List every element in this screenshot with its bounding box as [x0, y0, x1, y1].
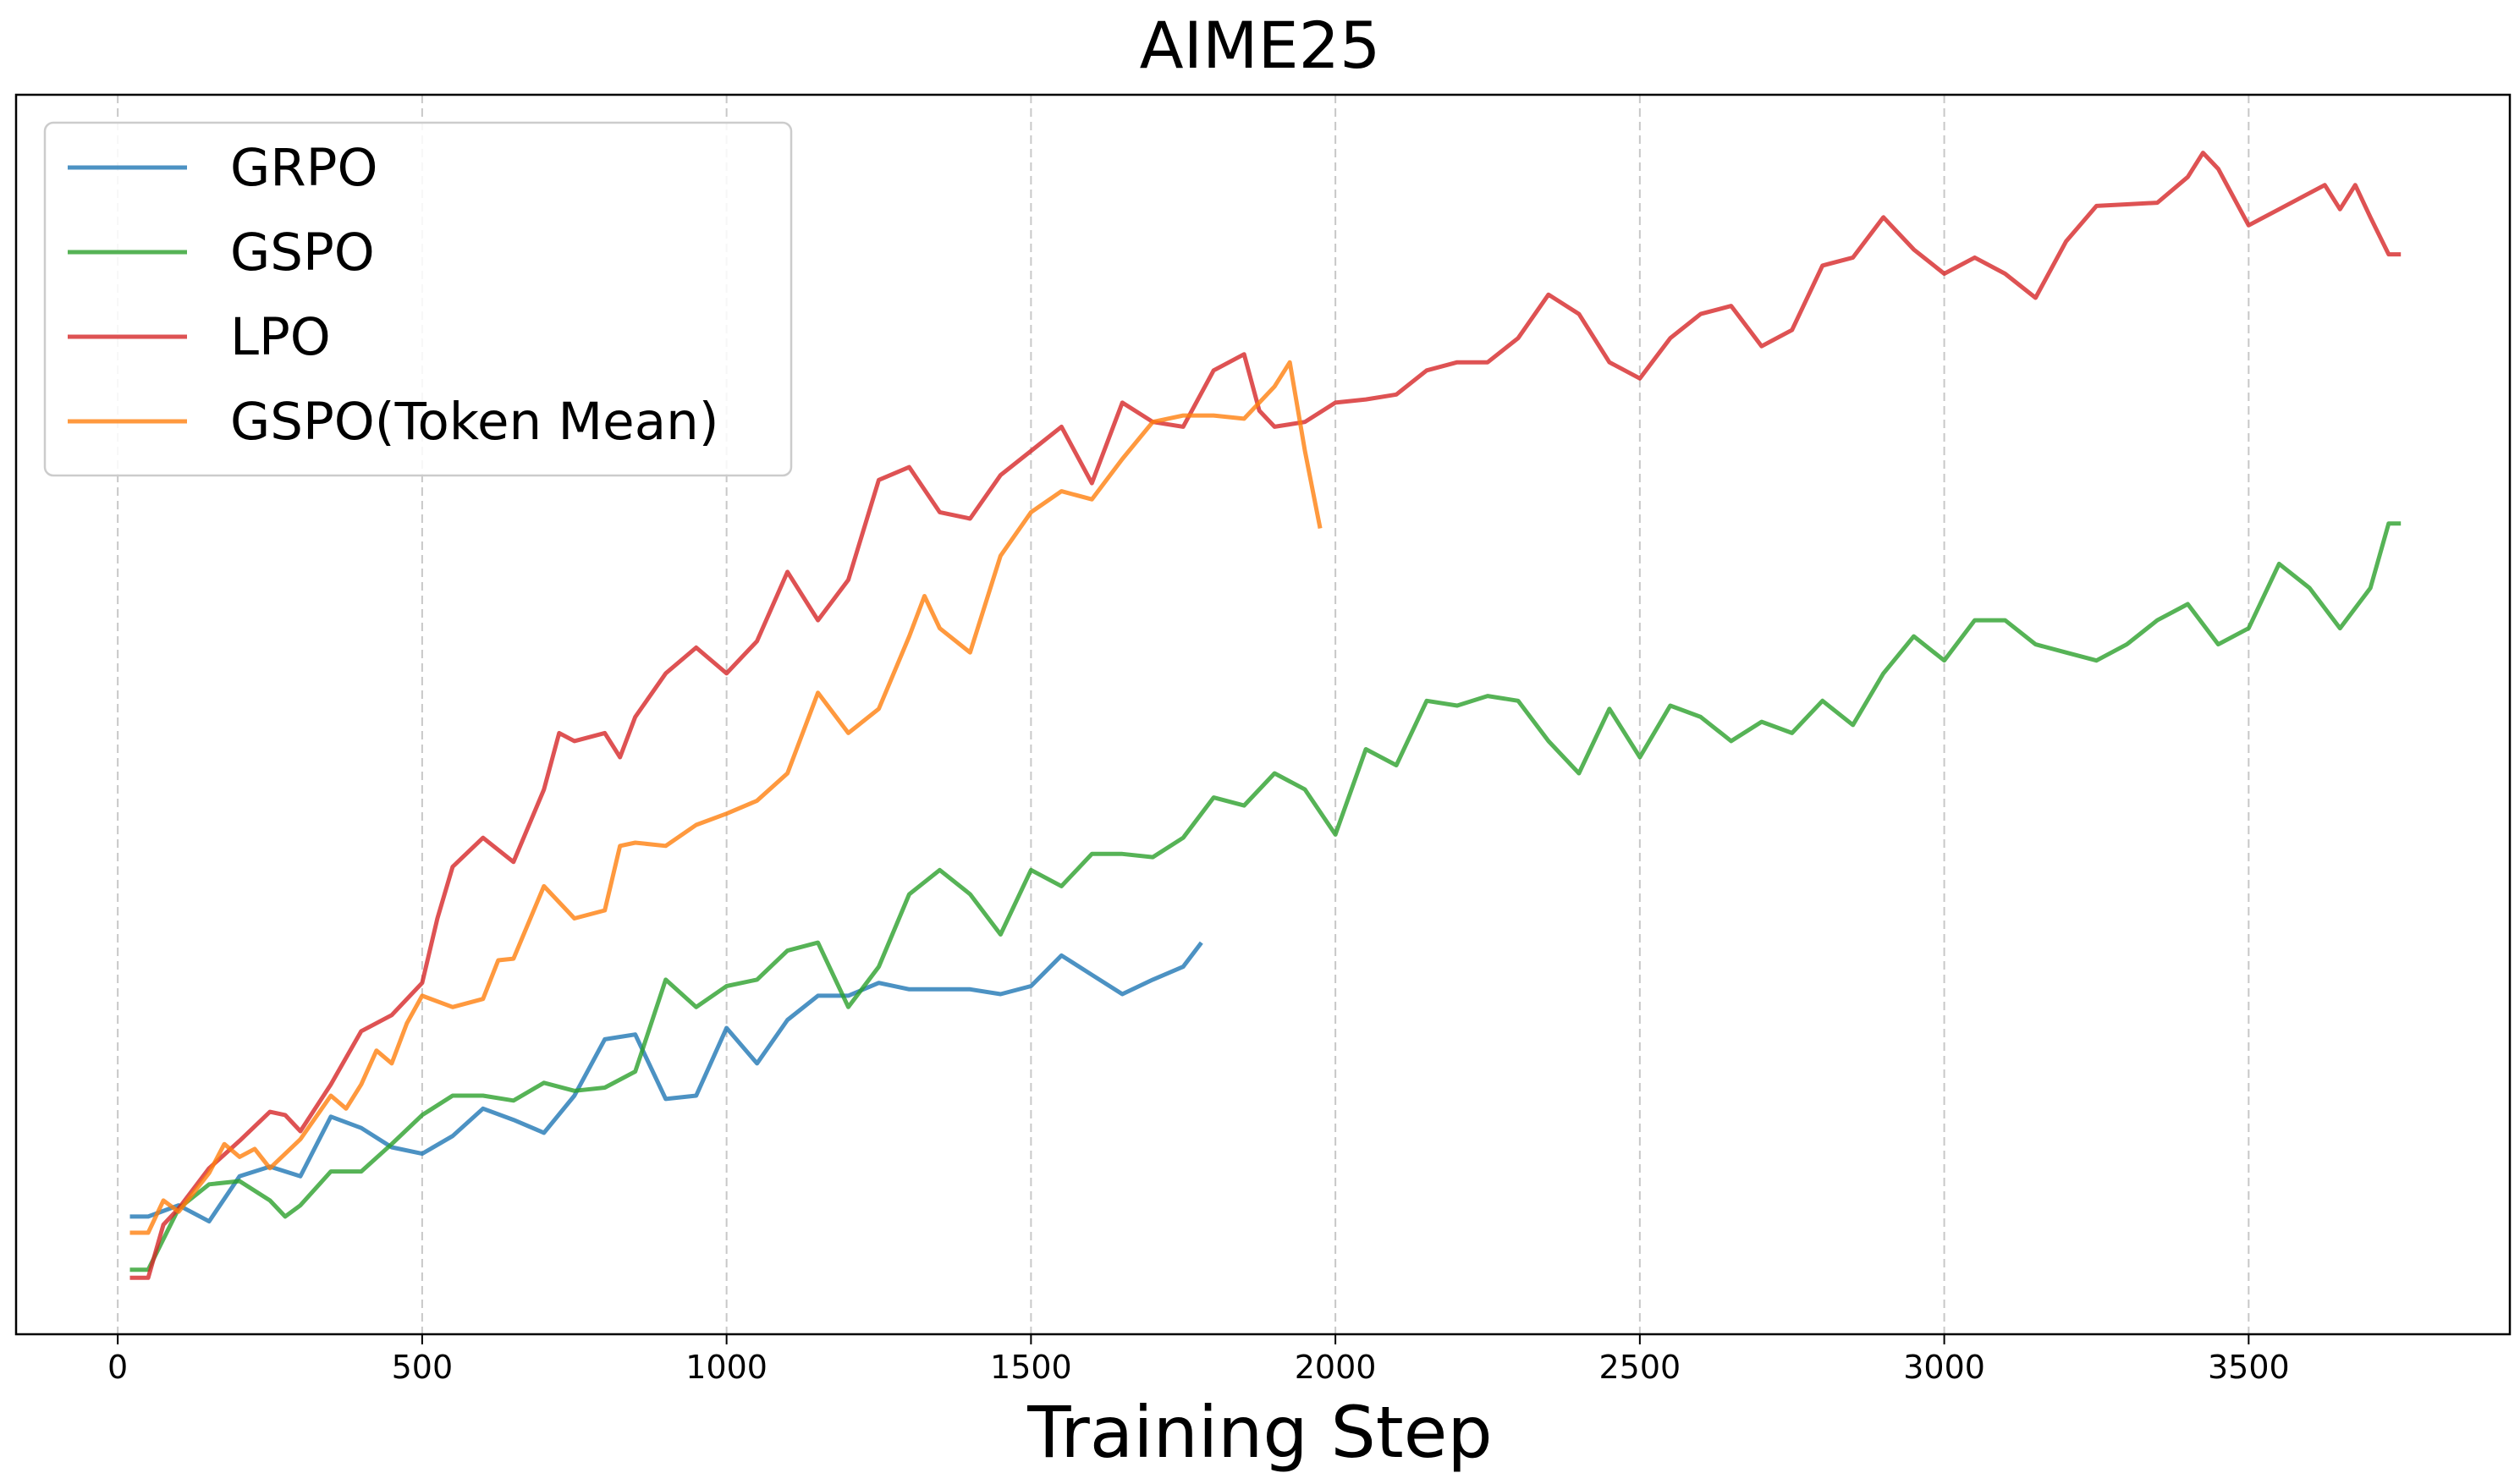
series-lines	[129, 151, 2402, 1280]
legend-label: LPO	[230, 307, 331, 367]
x-tick-label: 3000	[1903, 1349, 1985, 1386]
x-axis-label: Training Step	[1026, 1391, 1492, 1474]
legend: GRPO GSPO LPO GSPO(Token Mean)	[43, 121, 793, 477]
plot-frame	[14, 93, 2512, 1336]
x-tick-label: 1500	[990, 1349, 1072, 1386]
x-tick-label: 0	[107, 1349, 128, 1386]
chart-title: AIME25	[1140, 8, 1381, 83]
series-line-lpo	[129, 151, 2402, 1280]
legend-label: GRPO	[230, 138, 377, 198]
x-tick-label: 1000	[685, 1349, 768, 1386]
x-tick-label: 3500	[2208, 1349, 2290, 1386]
x-tick-label: 2000	[1295, 1349, 1377, 1386]
x-tick-label: 2500	[1599, 1349, 1681, 1386]
legend-box	[43, 121, 793, 477]
series-line-grpo	[129, 941, 1203, 1224]
x-tick-label: 500	[392, 1349, 454, 1386]
x-axis-ticks: 0 500 1000 1500 2000 2500 3000 3500	[107, 1334, 2290, 1386]
legend-label: GSPO	[230, 223, 375, 283]
series-line-gspo-token-mean	[129, 360, 1323, 1235]
series-line-gspo	[129, 521, 2402, 1272]
legend-label: GSPO(Token Mean)	[230, 392, 719, 452]
